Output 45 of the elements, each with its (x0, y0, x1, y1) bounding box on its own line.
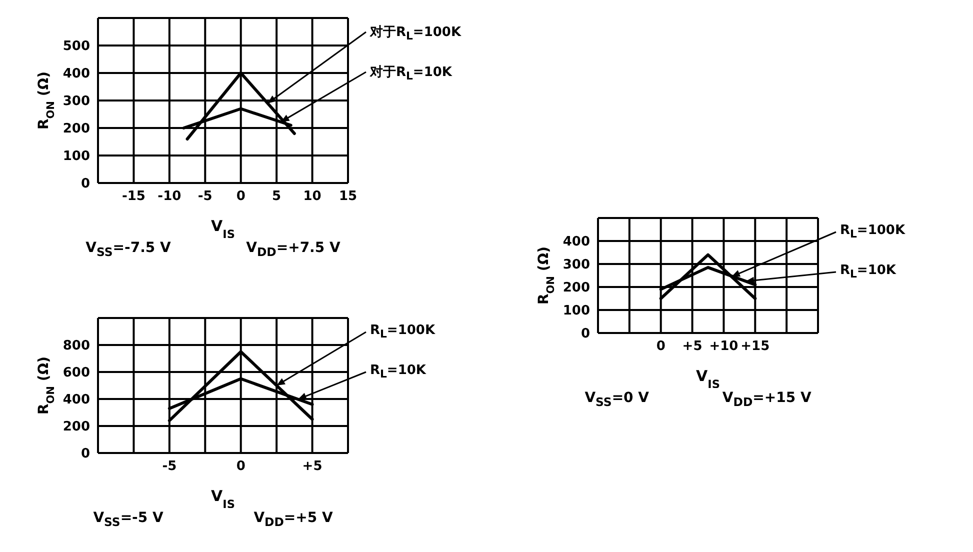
y-tick-label: 400 (562, 234, 590, 250)
x-tick-label: -5 (162, 459, 177, 474)
text: 对于R$_{L}$=10K (370, 64, 452, 83)
text: R$_{L}$=10K (840, 263, 896, 281)
x-tick-label: 5 (272, 189, 282, 204)
x-tick-label: +5 (682, 339, 702, 354)
text: R$_{L}$=100K (370, 323, 436, 341)
y-tick-label: 100 (562, 304, 590, 319)
y-tick-label: 800 (62, 338, 90, 354)
y-tick-label: 200 (62, 420, 90, 435)
y-tick-label: 400 (62, 66, 90, 82)
x-axis-title: V$_{IS}$ (211, 217, 235, 240)
y-tick-label: 200 (562, 280, 590, 296)
y-tick-label: 0 (80, 446, 90, 462)
y-tick-label: 600 (62, 366, 90, 381)
text: V$_{DD}$=+5 V (254, 510, 333, 529)
x-tick-label: +10 (709, 339, 738, 354)
text: V$_{SS}$=-5 V (93, 510, 164, 529)
y-tick-label: 0 (80, 176, 90, 192)
x-axis-title: V$_{IS}$ (696, 367, 720, 390)
x-tick-label: 0 (236, 189, 246, 204)
y-tick-label: 300 (62, 94, 90, 110)
text: V$_{SS}$=-7.5 V (86, 240, 171, 259)
x-tick-label: 10 (303, 189, 322, 204)
x-tick-label: 15 (338, 189, 358, 204)
text: R$_{L}$=10K (370, 363, 426, 381)
x-tick-label: 0 (656, 339, 666, 354)
x-axis-title: V$_{IS}$ (211, 487, 235, 510)
y-tick-label: 0 (580, 326, 590, 342)
y-tick-label: 400 (62, 392, 90, 408)
x-tick-label: +5 (302, 459, 322, 474)
text: V$_{SS}$=0 V (584, 390, 650, 409)
text: V$_{DD}$=+15 V (722, 390, 812, 409)
text: R$_{L}$=100K (840, 223, 906, 241)
text: 对于R$_{L}$=100K (370, 24, 462, 43)
y-tick-label: 100 (62, 149, 90, 164)
x-tick-label: 0 (236, 459, 246, 474)
y-tick-label: 300 (562, 258, 590, 273)
x-tick-label: -5 (198, 189, 212, 204)
x-tick-label: -15 (122, 189, 146, 204)
x-tick-label: -10 (158, 189, 182, 204)
y-tick-label: 500 (62, 39, 90, 54)
x-tick-label: +15 (740, 339, 770, 354)
text: V$_{DD}$=+7.5 V (246, 240, 340, 259)
y-tick-label: 200 (62, 122, 90, 137)
